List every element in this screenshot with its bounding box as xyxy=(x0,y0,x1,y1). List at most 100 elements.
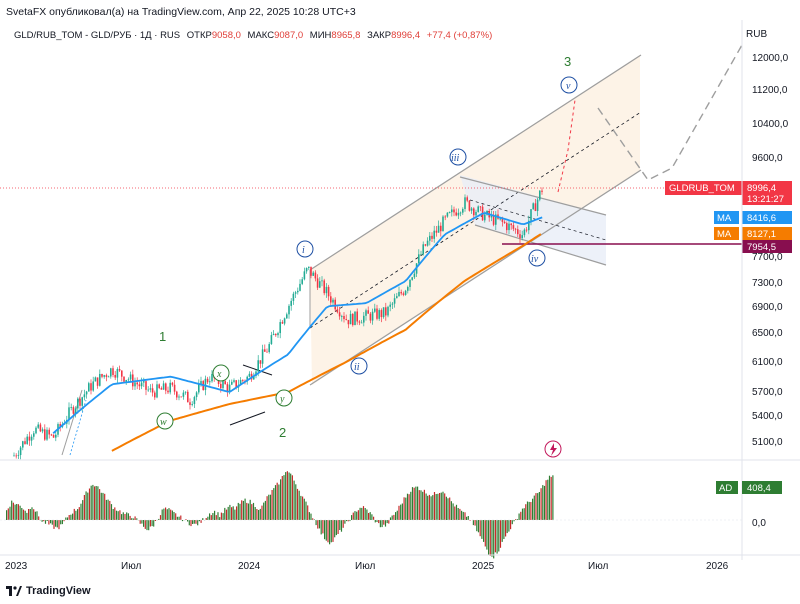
candle-body xyxy=(277,333,279,336)
ad-bar xyxy=(95,486,97,520)
ad-bar xyxy=(337,520,339,534)
ad-bar xyxy=(148,520,150,531)
ad-bar xyxy=(78,507,80,520)
ad-bar xyxy=(51,520,53,525)
y-tick-label: 5400,0 xyxy=(752,411,783,422)
candle-body xyxy=(19,447,22,456)
candle-body xyxy=(83,394,86,398)
ad-bar xyxy=(313,519,315,520)
ad-bar xyxy=(192,520,194,524)
candle-body xyxy=(316,278,319,288)
ad-bar xyxy=(46,520,48,521)
ad-bar xyxy=(503,520,505,539)
candle-body xyxy=(264,349,266,352)
ad-bar xyxy=(127,513,129,520)
ad-bar xyxy=(31,507,33,520)
candle-body xyxy=(261,349,264,364)
ad-bar xyxy=(352,512,354,520)
ad-bar xyxy=(251,504,253,520)
candle-body xyxy=(464,197,466,209)
ad-bar xyxy=(232,506,234,520)
y-tick-label: 10400,0 xyxy=(752,119,789,130)
symbol-name[interactable]: GLD/RUB_TOM - GLD/РУБ · 1Д · RUS xyxy=(14,30,181,41)
svg-text:GLDRUB_TOM: GLDRUB_TOM xyxy=(669,183,735,194)
ad-bar xyxy=(19,505,21,520)
candle-body xyxy=(228,384,231,392)
ad-bar xyxy=(455,504,458,520)
ad-bar xyxy=(72,513,74,520)
ad-bar xyxy=(312,518,314,520)
ad-bar xyxy=(34,511,36,520)
ad-bar xyxy=(239,503,241,520)
candle-body xyxy=(162,383,165,390)
candle-body xyxy=(539,190,541,200)
candle-body xyxy=(492,214,495,225)
candle-body xyxy=(154,392,156,398)
logo-text: TradingView xyxy=(26,585,91,597)
candle-body xyxy=(312,272,314,276)
ad-bar xyxy=(308,512,310,520)
ad-bar xyxy=(550,476,552,520)
ad-bar xyxy=(48,520,50,525)
candle-body xyxy=(451,209,453,213)
ad-bar xyxy=(176,516,178,520)
candle-body xyxy=(490,214,493,218)
candle-body xyxy=(310,266,312,276)
svg-text:iii: iii xyxy=(451,153,460,164)
candle-body xyxy=(198,384,200,393)
ad-bar xyxy=(361,507,363,520)
ad-bar xyxy=(268,494,270,520)
ad-bar xyxy=(252,502,255,520)
candle-body xyxy=(81,397,83,406)
ad-bar xyxy=(70,514,72,520)
candle-body xyxy=(514,228,517,230)
ad-bar xyxy=(476,520,478,532)
candle-body xyxy=(44,429,46,440)
price-axis[interactable]: 12000,0 11200,0 10400,0 9600,0 7700,0 73… xyxy=(752,53,789,448)
wave-label-x: x xyxy=(212,364,230,382)
ad-bar xyxy=(9,506,11,520)
x-tick-label: 2024 xyxy=(238,561,261,572)
y-tick-label: 9600,0 xyxy=(752,153,783,164)
ad-bar xyxy=(7,508,9,520)
candle-body xyxy=(292,293,295,301)
ad-bar xyxy=(410,491,412,520)
candle-body xyxy=(541,190,543,192)
ad-bar xyxy=(472,520,474,526)
ad-bar xyxy=(263,502,265,520)
candle-body xyxy=(184,391,187,393)
ad-bar xyxy=(161,509,163,520)
tradingview-logo[interactable]: TradingView xyxy=(6,585,91,597)
ad-bar xyxy=(215,515,217,520)
candle-body xyxy=(308,266,310,268)
ad-bar xyxy=(60,520,62,525)
candle-body xyxy=(301,279,303,284)
ad-bar xyxy=(484,520,486,547)
ad-bar xyxy=(499,520,502,548)
ad-bar xyxy=(80,503,82,520)
candle-body xyxy=(79,398,81,406)
svg-text:8416,6: 8416,6 xyxy=(747,213,776,224)
ad-bar xyxy=(464,512,466,520)
candle-body xyxy=(347,319,350,325)
candle-body xyxy=(222,381,224,389)
lightning-icon[interactable] xyxy=(544,440,562,458)
candle-body xyxy=(484,214,486,221)
ad-bar xyxy=(342,520,344,528)
close-label: ЗАКР xyxy=(367,30,392,41)
candle-body xyxy=(431,235,433,239)
currency-label[interactable]: RUB xyxy=(746,29,768,40)
ad-bar xyxy=(481,520,483,539)
ad-bar xyxy=(322,520,324,534)
ad-bar xyxy=(119,510,121,520)
ad-bar xyxy=(102,492,104,520)
ad-bar xyxy=(146,520,148,531)
time-axis[interactable]: 2023 Июл 2024 Июл 2025 Июл 2026 xyxy=(5,561,729,572)
candle-body xyxy=(363,315,365,323)
ad-bar xyxy=(24,510,26,520)
ad-bar xyxy=(266,496,268,520)
candle-body xyxy=(283,318,286,324)
candle-body xyxy=(459,212,462,214)
ad-bar xyxy=(222,513,224,520)
